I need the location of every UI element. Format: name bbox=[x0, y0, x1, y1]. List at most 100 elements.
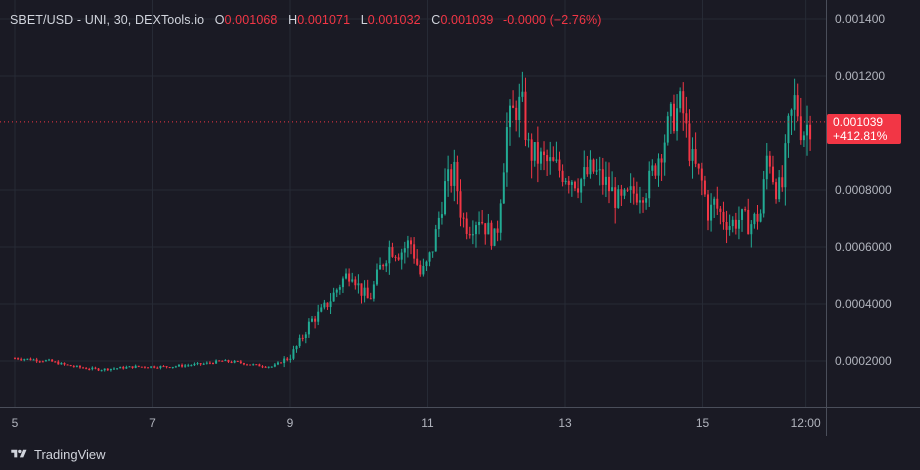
candle-body bbox=[156, 367, 159, 369]
candle-body bbox=[150, 366, 153, 368]
candle-body bbox=[351, 279, 354, 282]
candle-body bbox=[592, 159, 595, 172]
candle-body bbox=[595, 170, 598, 172]
candle-body bbox=[406, 240, 409, 249]
x-tick-label: 11 bbox=[421, 416, 434, 430]
candle-body bbox=[270, 366, 273, 368]
candle-body bbox=[69, 365, 72, 367]
candle-body bbox=[174, 366, 177, 368]
candle-body bbox=[276, 362, 279, 365]
candle-body bbox=[230, 361, 233, 363]
price-axis-labels[interactable]: 0.001400 0.001200 0.0008000 0.0006000 0.0004… bbox=[835, 12, 892, 368]
x-tick-label: 15 bbox=[696, 416, 710, 430]
candle-body bbox=[679, 91, 682, 109]
y-tick-label: 0.0008000 bbox=[835, 183, 892, 197]
candle-body bbox=[682, 91, 685, 114]
candle-body bbox=[38, 361, 41, 363]
candle-body bbox=[645, 198, 648, 203]
candle-body bbox=[193, 363, 196, 366]
candle-body bbox=[601, 169, 604, 185]
candle-body bbox=[165, 366, 168, 368]
candle-body bbox=[317, 311, 320, 322]
candle-body bbox=[799, 116, 802, 141]
candle-body bbox=[611, 187, 614, 192]
candle-body bbox=[635, 193, 638, 203]
candle-body bbox=[131, 366, 134, 368]
candle-body bbox=[440, 214, 443, 218]
candle-body bbox=[181, 364, 184, 367]
candle-body bbox=[428, 252, 431, 262]
candle-body bbox=[323, 302, 326, 308]
candle-body bbox=[744, 209, 747, 211]
candle-body bbox=[298, 337, 301, 347]
candle-body bbox=[348, 273, 351, 282]
candle-body bbox=[496, 228, 499, 233]
candle-body bbox=[82, 367, 85, 369]
candle-body bbox=[360, 283, 363, 296]
candle-body bbox=[177, 364, 180, 367]
candle-body bbox=[162, 366, 165, 368]
candle-body bbox=[48, 359, 51, 361]
candle-body bbox=[341, 278, 344, 288]
candle-body bbox=[215, 360, 218, 364]
candle-body bbox=[781, 177, 784, 188]
candle-body bbox=[379, 265, 382, 270]
candle-body bbox=[264, 366, 267, 368]
candle-body bbox=[88, 368, 91, 370]
candle-body bbox=[471, 234, 474, 236]
candle-body bbox=[561, 170, 564, 182]
candle-body bbox=[787, 115, 790, 144]
grid-lines bbox=[0, 0, 826, 407]
candle-body bbox=[697, 163, 700, 169]
ohlc-legend: SBET/USD - UNI, 30, DEXTools.io O0.00106… bbox=[10, 13, 602, 27]
current-price-badge: 0.001039 +412.81% bbox=[827, 114, 901, 144]
candle-body bbox=[143, 366, 146, 368]
candle-body bbox=[450, 169, 453, 186]
candle-body bbox=[218, 360, 221, 362]
candle-body bbox=[660, 158, 663, 163]
candle-body bbox=[345, 273, 348, 279]
candle-body bbox=[116, 368, 119, 370]
candle-body bbox=[809, 124, 812, 140]
candle-body bbox=[493, 228, 496, 246]
low-label: L bbox=[360, 13, 368, 27]
candle-body bbox=[484, 223, 487, 235]
candle-body bbox=[394, 256, 397, 258]
candle-body bbox=[267, 366, 270, 368]
candle-body bbox=[147, 367, 150, 369]
tradingview-logo-icon bbox=[11, 449, 27, 458]
candle-body bbox=[311, 318, 313, 322]
candle-body bbox=[685, 113, 688, 124]
symbol-title[interactable]: SBET/USD - UNI, 30, DEXTools.io bbox=[10, 13, 205, 27]
candle-body bbox=[444, 181, 447, 215]
candle-body bbox=[14, 358, 16, 360]
candle-body bbox=[642, 200, 645, 203]
candle-body bbox=[385, 263, 388, 267]
candle-body bbox=[196, 363, 199, 365]
candle-body bbox=[465, 218, 468, 234]
candle-body bbox=[208, 362, 211, 364]
candle-body bbox=[128, 366, 131, 368]
candle-body bbox=[388, 247, 391, 264]
candle-body bbox=[17, 358, 20, 360]
candle-body bbox=[419, 264, 422, 275]
candle-body bbox=[63, 362, 66, 365]
candle-body bbox=[20, 359, 23, 361]
candle-body bbox=[261, 366, 264, 368]
candle-body bbox=[657, 158, 660, 176]
candle-body bbox=[737, 219, 740, 229]
tradingview-footer[interactable]: TradingView bbox=[10, 444, 106, 464]
candle-body bbox=[91, 367, 94, 370]
candle-body bbox=[314, 318, 317, 322]
candle-body bbox=[413, 244, 416, 259]
candle-body bbox=[468, 233, 471, 236]
candle-body bbox=[567, 180, 570, 185]
candle-body bbox=[462, 217, 465, 219]
candle-body bbox=[778, 177, 781, 200]
candle-body bbox=[734, 219, 737, 229]
candle-body bbox=[320, 307, 323, 312]
candle-body bbox=[583, 167, 586, 180]
time-axis-labels[interactable]: 5 7 9 11 13 15 12:00 bbox=[12, 416, 821, 430]
candle-body bbox=[580, 179, 583, 193]
